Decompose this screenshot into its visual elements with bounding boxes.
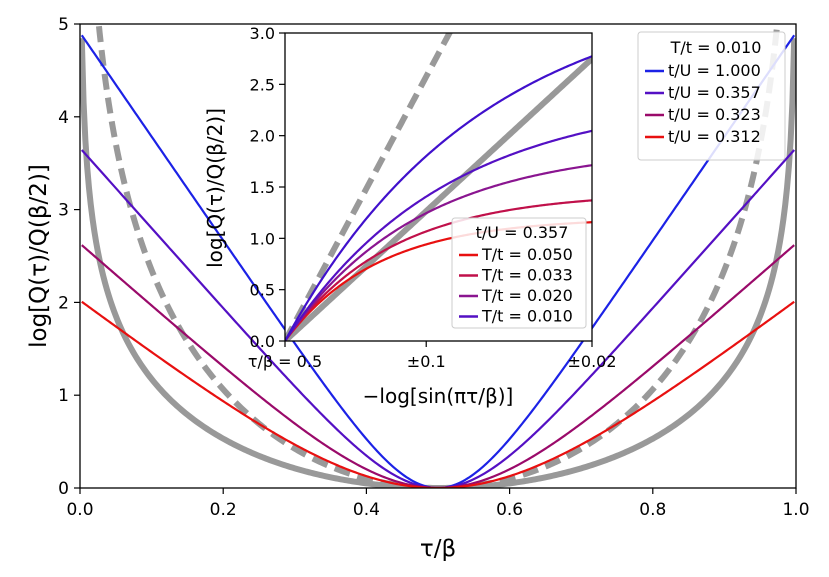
main-x-tick-label: 0.6: [496, 500, 523, 520]
inset-x-tick-label: ±0.02: [567, 352, 616, 371]
main-legend-title: T/t = 0.010: [670, 38, 762, 57]
main-series-t-u-0-312: [81, 300, 795, 488]
inset-x-ticks: τ/β = 0.5 ±0.1 ±0.02: [248, 341, 617, 371]
inset-legend-label-t-t-0-010: T/t = 0.010: [481, 307, 573, 326]
inset-legend-label-t-t-0-020: T/t = 0.020: [481, 286, 573, 305]
inset-y-tick-label: 1.5: [250, 178, 275, 197]
main-legend-label-t-u-0-312: t/U = 0.312: [668, 127, 761, 146]
main-x-tick-label: 1.0: [782, 500, 809, 520]
inset-x-tick-label: ±0.1: [407, 352, 446, 371]
inset-series-reference-solid: [285, 56, 592, 341]
main-x-tick-label: 0.0: [66, 500, 93, 520]
inset-y-tick-label: 3.0: [250, 24, 275, 43]
main-y-tick-label: 1: [58, 386, 69, 406]
inset-y-tick-label: 1.0: [250, 229, 275, 248]
inset-series-extra-no-legend: [285, 55, 592, 341]
inset-y-tick-label: 2.0: [250, 127, 275, 146]
main-y-tick-label: 0: [58, 479, 69, 499]
inset-y-tick-label: 0.5: [250, 281, 275, 300]
main-y-ticks: 0 1 2 3 4 5: [58, 15, 80, 499]
main-y-tick-label: 3: [58, 201, 69, 221]
inset-y-tick-label: 2.5: [250, 75, 275, 94]
inset-y-axis-label: log[Q(τ)/Q(β/2)]: [203, 108, 227, 268]
main-series-t-u-0-323: [81, 244, 795, 488]
main-y-tick-label: 4: [58, 108, 69, 128]
main-frame: [79, 23, 797, 489]
main-y-axis-label: log[Q(τ)/Q(β/2)]: [26, 164, 52, 348]
main-legend: T/t = 0.010 t/U = 1.000 t/U = 0.357 t/U = …: [637, 31, 786, 161]
main-x-tick-label: 0.2: [210, 500, 237, 520]
main-legend-label-t-u-1-000: t/U = 1.000: [668, 61, 761, 80]
main-y-tick-label: 2: [58, 293, 69, 313]
inset-y-ticks: 0.0 0.5 1.0 1.5 2.0 2.5 3.0: [250, 24, 285, 351]
main-x-ticks: 0.0 0.2 0.4 0.6 0.8 1.0: [66, 488, 810, 520]
main-series-reference-dashed: [95, 24, 781, 488]
inset-series-t-t-0-010: [285, 129, 592, 341]
inset-x-axis-label: −log[sin(πτ/β)]: [363, 384, 514, 408]
main-legend-label-t-u-0-357: t/U = 0.357: [668, 83, 761, 102]
main-series-group: [80, 24, 796, 488]
main-y-tick-label: 5: [58, 15, 69, 35]
inset-legend-title: t/U = 0.357: [476, 223, 569, 242]
inset-x-tick-label: τ/β = 0.5: [248, 352, 322, 371]
inset-legend-label-t-t-0-033: T/t = 0.033: [481, 266, 573, 285]
main-x-tick-label: 0.8: [639, 500, 666, 520]
main-x-axis-label: τ/β: [420, 536, 456, 562]
inset-series-t-t-0-020: [285, 164, 592, 341]
inset-y-tick-label: 0.0: [250, 332, 275, 351]
main-series-t-u-1-000: [80, 34, 796, 488]
inset-series-t-t-0-033: [285, 199, 592, 341]
main-legend-label-t-u-0-323: t/U = 0.323: [668, 105, 761, 124]
main-series-t-u-0-357: [80, 149, 796, 488]
inset-legend-label-t-t-0-050: T/t = 0.050: [481, 245, 573, 264]
main-series-reference-solid: [80, 38, 796, 488]
inset-series-reference-dashed: [285, 33, 453, 341]
main-x-tick-label: 0.4: [353, 500, 380, 520]
